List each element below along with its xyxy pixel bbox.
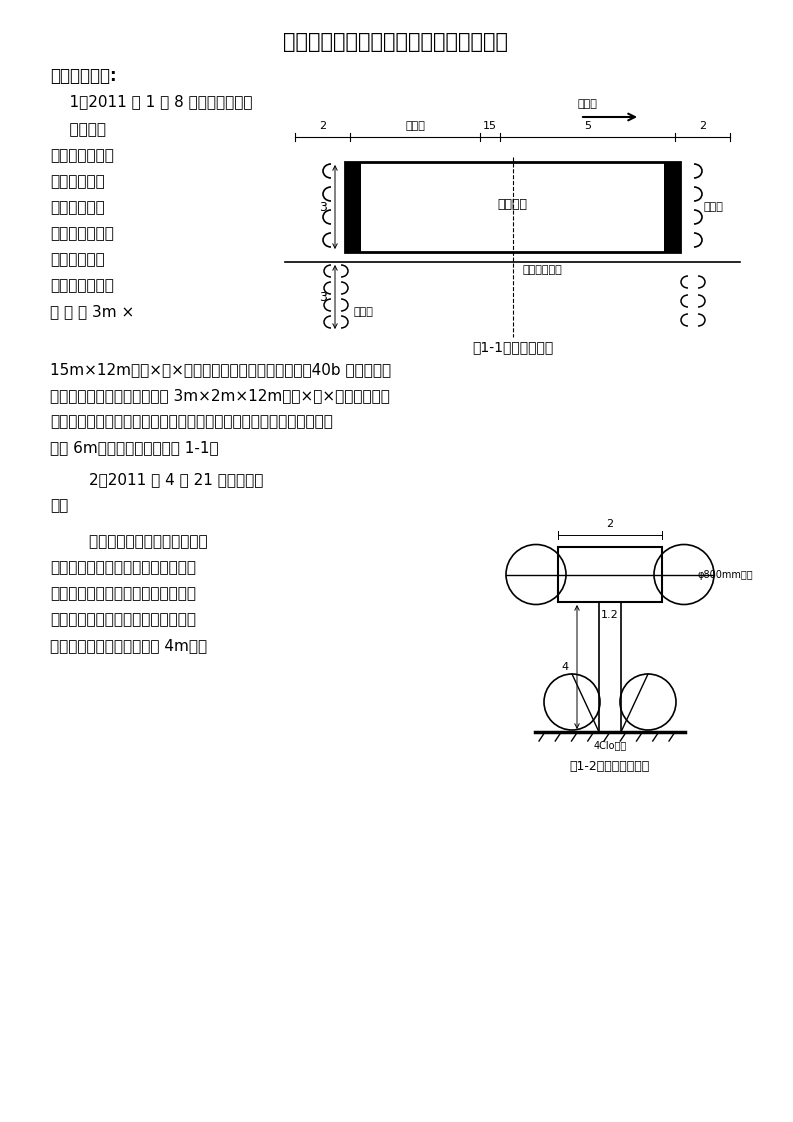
Text: 石笼等构筑物，因此必须在河内搭设: 石笼等构筑物，因此必须在河内搭设 — [50, 586, 196, 601]
Text: 设小型围堰。围: 设小型围堰。围 — [50, 226, 114, 241]
Text: 3: 3 — [319, 201, 327, 213]
Text: 由于排水闸的出水口设在子牙: 由于排水闸的出水口设在子牙 — [50, 534, 208, 549]
Text: 1.2: 1.2 — [601, 610, 619, 620]
Text: 拉森桩: 拉森桩 — [405, 121, 425, 131]
Text: 岸上工程: 岸上工程 — [50, 122, 106, 137]
Text: 15: 15 — [483, 121, 497, 131]
Text: 1、2011 年 1 月 8 日搭设小围堰。: 1、2011 年 1 月 8 日搭设小围堰。 — [50, 94, 252, 109]
Text: 河岸边，出水口外设有消力池及格宾: 河岸边，出水口外设有消力池及格宾 — [50, 560, 196, 574]
Text: 森桩结构，尺寸: 森桩结构，尺寸 — [50, 278, 114, 293]
Text: 3: 3 — [319, 291, 327, 303]
Text: φ800mm钢管: φ800mm钢管 — [697, 570, 753, 579]
Text: 与拉森桩之间填土。自钢板桩迎水面起沿垂直河岸方向做一排旋喷桩，: 与拉森桩之间填土。自钢板桩迎水面起沿垂直河岸方向做一排旋喷桩， — [50, 414, 333, 429]
Text: 4: 4 — [562, 662, 569, 672]
Bar — [345, 162, 361, 252]
Text: 施工期间，为解: 施工期间，为解 — [50, 148, 114, 163]
Text: 2: 2 — [607, 519, 614, 528]
Text: 5: 5 — [584, 121, 591, 131]
Text: 决闭水问题设: 决闭水问题设 — [50, 174, 105, 188]
Text: 子河流: 子河流 — [578, 99, 598, 109]
Text: 工程船坞: 工程船坞 — [497, 197, 527, 211]
Text: 总距 6m，辅助闭水。（见图 1-1）: 总距 6m，辅助闭水。（见图 1-1） — [50, 440, 219, 456]
Text: 现状河坡护岸: 现状河坡护岸 — [523, 265, 562, 275]
Text: 图1-1小围堰示意图: 图1-1小围堰示意图 — [472, 340, 554, 355]
Bar — [664, 162, 680, 252]
Text: 堰形式采用拉: 堰形式采用拉 — [50, 252, 105, 267]
Text: 临时围堰，以保证工程干场作业。围: 临时围堰，以保证工程干场作业。围 — [50, 611, 196, 627]
Text: 2: 2 — [319, 121, 326, 131]
Text: 堰采用箱式结构，箱体宽度 4m，迎: 堰采用箱式结构，箱体宽度 4m，迎 — [50, 638, 207, 653]
Text: 计在河道内搭: 计在河道内搭 — [50, 200, 105, 215]
Text: 钢板桩: 钢板桩 — [704, 202, 724, 212]
Text: 15m×12m（长×宽×高）。拉森桩两侧采用钢板桩（40b 工字钢采用: 15m×12m（长×宽×高）。拉森桩两侧采用钢板桩（40b 工字钢采用 — [50, 362, 391, 377]
Text: 旋喷桩: 旋喷桩 — [353, 307, 373, 318]
Bar — [558, 548, 662, 603]
Text: 2、2011 年 4 月 21 日搭设大围: 2、2011 年 4 月 21 日搭设大围 — [50, 472, 263, 487]
Text: 4Clo工桩: 4Clo工桩 — [593, 741, 626, 749]
Text: 丁拐设置）围堵闭水，尺寸为 3m×2m×12m（长×宽×高），钢板桩: 丁拐设置）围堵闭水，尺寸为 3m×2m×12m（长×宽×高），钢板桩 — [50, 388, 390, 403]
Text: 图1-2围堰剖面结构图: 图1-2围堰剖面结构图 — [570, 760, 650, 773]
Text: 设 计 为 3m ×: 设 计 为 3m × — [50, 304, 134, 319]
Bar — [345, 162, 680, 252]
Text: 一、施工围堰:: 一、施工围堰: — [50, 67, 117, 85]
Text: 2: 2 — [699, 121, 706, 131]
Text: 红桥南排水泵站出水口穿堤涵洞施工方案: 红桥南排水泵站出水口穿堤涵洞施工方案 — [284, 33, 508, 52]
Text: 堰。: 堰。 — [50, 498, 68, 513]
